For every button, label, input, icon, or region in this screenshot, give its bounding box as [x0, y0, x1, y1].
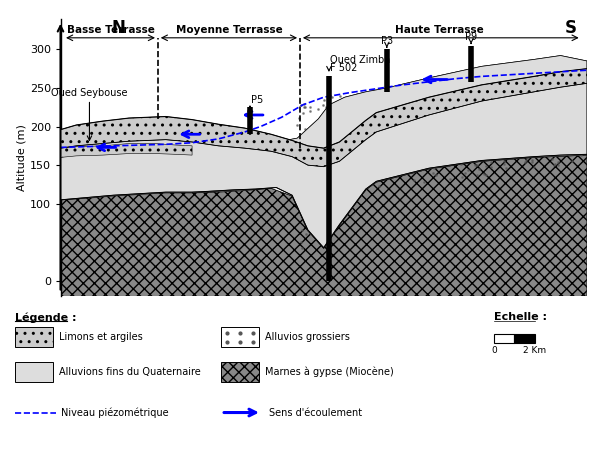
Polygon shape	[192, 56, 587, 249]
Polygon shape	[60, 155, 587, 296]
Text: Niveau piézométrique: Niveau piézométrique	[62, 407, 169, 418]
Text: Légende :: Légende :	[15, 312, 76, 323]
Text: Limons et argiles: Limons et argiles	[59, 332, 142, 342]
Polygon shape	[60, 69, 587, 167]
Text: Echelle :: Echelle :	[494, 312, 547, 322]
Text: P9: P9	[465, 31, 477, 42]
Text: P5: P5	[251, 95, 263, 105]
Text: Oued Zimba: Oued Zimba	[330, 55, 390, 65]
Polygon shape	[60, 56, 587, 248]
Text: Oued Seybouse: Oued Seybouse	[51, 88, 128, 98]
Text: Alluvions fins du Quaternaire: Alluvions fins du Quaternaire	[59, 367, 200, 377]
Text: Sens d'écoulement: Sens d'écoulement	[269, 407, 362, 418]
Text: Basse Terrasse: Basse Terrasse	[67, 25, 154, 35]
Bar	[221, 327, 259, 347]
Text: Marnes à gypse (Miocène): Marnes à gypse (Miocène)	[265, 367, 393, 377]
Text: Alluvios grossiers: Alluvios grossiers	[265, 332, 350, 342]
Bar	[15, 327, 53, 347]
Text: S: S	[565, 19, 577, 37]
Bar	[15, 363, 53, 382]
Bar	[221, 363, 259, 382]
Text: P3: P3	[381, 36, 393, 45]
Text: 0: 0	[491, 346, 497, 355]
Text: Haute Terrasse: Haute Terrasse	[395, 25, 484, 35]
Polygon shape	[60, 144, 192, 157]
Text: Moyenne Terrasse: Moyenne Terrasse	[175, 25, 283, 35]
Text: F 502: F 502	[330, 63, 358, 73]
Bar	[514, 334, 535, 343]
Text: 2 Km: 2 Km	[523, 346, 546, 355]
Y-axis label: Altitude (m): Altitude (m)	[17, 124, 27, 191]
Bar	[494, 334, 514, 343]
Text: N: N	[111, 19, 125, 37]
